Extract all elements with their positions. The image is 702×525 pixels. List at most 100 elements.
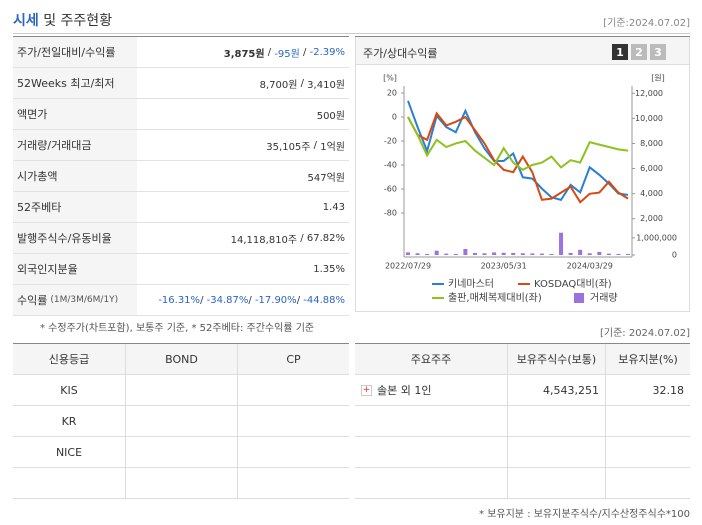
row-value: 547억원 — [137, 161, 349, 191]
holder-row — [355, 437, 690, 468]
value-separator: / — [248, 294, 255, 306]
table-cell — [355, 468, 507, 498]
row-label: 수익률 (1M/3M/6M/1Y) — [13, 285, 137, 315]
row-value-part: 67.82% — [306, 232, 345, 244]
row-label: 외국인지분율 — [13, 254, 137, 284]
value-separator: / — [297, 232, 307, 244]
header-cell: 보유지분(%) — [605, 344, 690, 374]
volume-bar — [472, 252, 477, 255]
row-value-part: -44.88% — [303, 294, 345, 306]
series-line — [407, 111, 629, 204]
label-text: 액면가 — [17, 108, 48, 121]
label-text: 거래량/거래대금 — [17, 139, 92, 152]
x-tick-label: 2022/07/29 — [385, 262, 431, 271]
volume-bar — [482, 253, 487, 255]
legend-label: 키네마스터 — [448, 278, 494, 290]
header-cell: 보유주식수(보통) — [507, 344, 605, 374]
row-value-part: -34.87% — [206, 294, 249, 306]
summary-row: 거래량/거래대금 35,105주 / 1억원 — [13, 130, 349, 161]
volume-bar — [444, 253, 449, 255]
cell-text: 32.18 — [652, 383, 685, 397]
x-tick-label: 2024/03/29 — [567, 262, 613, 271]
volume-bar — [520, 253, 525, 255]
volume-bar — [616, 253, 621, 255]
row-value: 14,118,810주 / 67.82% — [137, 223, 349, 253]
volume-bar — [530, 253, 535, 255]
holder-row — [355, 468, 690, 499]
tick-label: -80 — [384, 209, 397, 218]
legend-label: 거래량 — [590, 292, 618, 304]
table-header: 주요주주 보유주식수(보통) 보유지분(%) — [355, 344, 690, 375]
value-separator: / — [299, 46, 310, 58]
table-cell — [237, 437, 349, 467]
header-cell: CP — [237, 344, 349, 374]
chart-top-border — [355, 36, 690, 37]
row-value-part: 35,105주 — [266, 141, 311, 153]
tick-label: -20 — [384, 137, 397, 146]
summary-row: 외국인지분율 1.35% — [13, 254, 349, 285]
chart-tab[interactable]: 1 — [612, 44, 628, 60]
row-value-part: -2.39% — [309, 46, 345, 58]
row-value-part: 8,700원 — [259, 79, 298, 91]
volume-bar — [578, 249, 583, 255]
value-separator: / — [310, 139, 321, 151]
tick-label: 8,000 — [640, 139, 663, 148]
volume-bar — [501, 252, 506, 255]
tick-label: 1,000,000 — [636, 233, 677, 242]
volume-bar — [406, 252, 410, 255]
value-separator: / — [264, 46, 275, 58]
volume-bar — [559, 232, 564, 255]
row-value-part: -16.31% — [158, 294, 201, 306]
table-cell — [507, 468, 605, 498]
expand-icon[interactable]: + — [361, 384, 372, 396]
table-cell — [507, 406, 605, 436]
holder-row: + 솔본 외 1인 4,543,251 32.18 — [355, 375, 690, 406]
volume-bar — [434, 250, 439, 255]
date-label: [기준:2024.07.02] — [603, 18, 690, 29]
table-cell — [237, 406, 349, 436]
table-top-border — [13, 36, 349, 37]
row-value: 3,875원 / -95원 / -2.39% — [137, 37, 349, 67]
tick-label: 2,000 — [640, 214, 663, 223]
volume-bar — [492, 252, 497, 255]
cell-text: 4,543,251 — [543, 383, 599, 397]
volume-bar — [539, 253, 544, 255]
row-value-part: 3,875원 — [223, 48, 265, 60]
chart: [%] [원] 20 0 -20 -40 -60 -80 12,000 10,000 8,000 6,… — [383, 74, 677, 305]
header-cell: BOND — [125, 344, 237, 374]
row-label: 발행주식수/유동비율 — [13, 223, 137, 253]
row-value-part: 547억원 — [307, 172, 346, 184]
row-value-part: 500원 — [316, 110, 345, 122]
tick-label: 6,000 — [640, 164, 663, 173]
value-separator: / — [297, 77, 308, 89]
label-text: 시가총액 — [17, 170, 58, 183]
volume-bar — [463, 249, 468, 255]
row-value: 1.35% — [137, 254, 349, 284]
table-cell — [605, 406, 690, 436]
volume-bar — [606, 253, 611, 255]
header-cell: 신용등급 — [48, 353, 90, 366]
chart-tab[interactable]: 3 — [650, 44, 666, 60]
summary-note: * 수정주가(차트포함), 보통주 기준, * 52주베타: 주간수익률 기준 — [40, 323, 315, 334]
y-axis-label: [%] — [383, 74, 397, 83]
header-cell: 주요주주 — [410, 353, 452, 366]
title-rest: 및 주주현황 — [43, 13, 113, 29]
label-text: 수익률 — [17, 294, 48, 307]
label-sub: (1M/3M/6M/1Y) — [50, 295, 119, 305]
holder-row — [355, 406, 690, 437]
tick-label: 12,000 — [635, 89, 663, 98]
value-separator: / — [200, 294, 207, 306]
row-value: 35,105주 / 1억원 — [137, 130, 349, 160]
x-tick-label: 2023/05/31 — [481, 262, 527, 271]
summary-row: 시가총액 547억원 — [13, 161, 349, 192]
tick-label: 4,000 — [640, 189, 663, 198]
summary-row: 발행주식수/유동비율 14,118,810주 / 67.82% — [13, 223, 349, 254]
table-cell — [125, 468, 237, 498]
row-value-part: 1억원 — [320, 141, 345, 153]
row-value-part: 1.35% — [313, 263, 345, 275]
chart-tab[interactable]: 2 — [631, 44, 647, 60]
row-label: 액면가 — [13, 99, 137, 129]
label-text: 주가/전일대비/수익률 — [17, 46, 116, 59]
row-value: 1.43 — [137, 192, 349, 222]
